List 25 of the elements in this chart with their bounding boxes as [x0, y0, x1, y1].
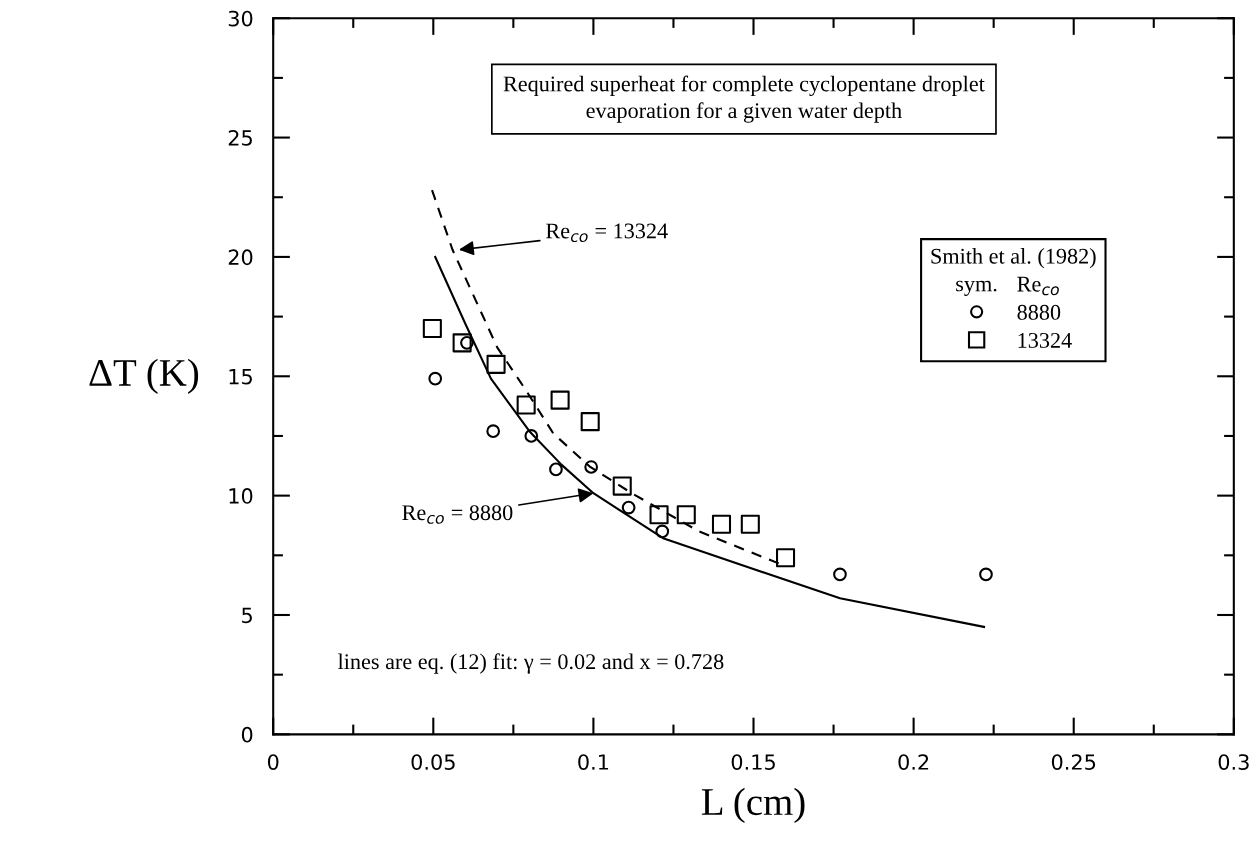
x-tick-label: 0.15: [731, 754, 775, 770]
annotation: Required superheat for complete cyclopentane droplet evaporation for a given water depth: [503, 75, 985, 123]
y-tick-label: 10: [229, 488, 253, 504]
annotation: lines are eq. (12) fit: γ = 0.02 and x = 0.728: [338, 653, 724, 674]
x-tick-label: 0: [267, 754, 279, 770]
y-tick-label: 30: [228, 10, 253, 27]
annotation: Re$_{co}$ = 13324: [546, 223, 668, 243]
y-tick-label: 5: [242, 607, 252, 624]
annotation: Re$_{co}$: [1017, 276, 1059, 296]
x-tick-label: 0.3: [1218, 754, 1249, 770]
y-axis-title: ΔT (K): [89, 358, 199, 394]
y-tick-label: 0: [241, 726, 253, 743]
x-tick-label: 0.1: [578, 754, 609, 770]
y-tick-label: 25: [228, 130, 252, 146]
annotation: Re$_{co}$ = 8880: [402, 505, 513, 524]
x-tick-label: 0.2: [898, 754, 929, 770]
x-tick-label: 0.25: [1051, 754, 1096, 770]
legend-title: Smith et al. (1982): [931, 248, 1096, 269]
x-tick-label: 0.05: [411, 754, 455, 770]
legend-label: 13324: [1018, 332, 1072, 348]
annotation: sym.: [956, 280, 997, 296]
legend-label: 8880: [1017, 304, 1061, 320]
x-axis-title: L (cm): [701, 787, 805, 824]
y-tick-label: 20: [228, 249, 253, 266]
y-tick-label: 15: [229, 369, 252, 385]
